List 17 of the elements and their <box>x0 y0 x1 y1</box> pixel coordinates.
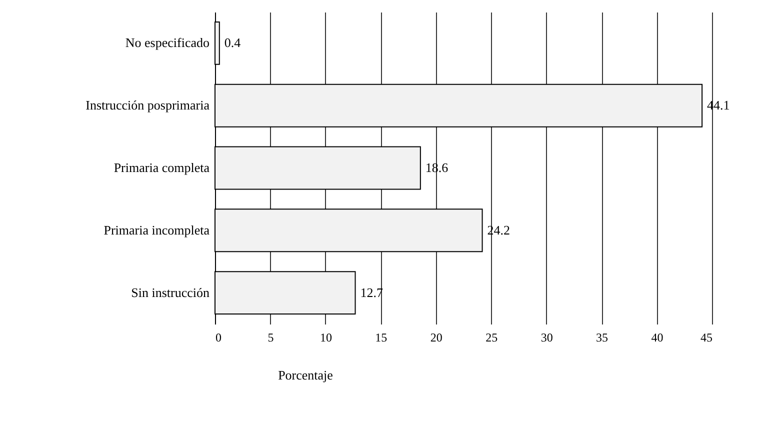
x-tick-label: 45 <box>700 330 712 344</box>
y-tick-label: Primaria incompleta <box>104 222 210 238</box>
x-tick-label: 40 <box>651 330 664 344</box>
y-tick-label: No especificado <box>125 35 210 50</box>
x-tick-label: 25 <box>486 330 498 344</box>
y-tick-label: Sin instrucción <box>131 284 210 300</box>
x-tick-label: 30 <box>540 330 553 344</box>
x-tick-label: 0 <box>216 330 222 344</box>
data-label: 0.4 <box>224 35 242 50</box>
x-tick-label: 10 <box>320 330 332 344</box>
x-tick-label: 5 <box>268 330 274 344</box>
x-tick-label: 20 <box>430 330 442 344</box>
y-tick-label: Primaria completa <box>114 160 210 175</box>
x-tick-label: 15 <box>375 330 388 344</box>
y-tick-label: Instrucción posprimaria <box>86 98 210 113</box>
x-tick-label: 35 <box>596 330 608 344</box>
x-axis-title: Porcentaje <box>278 368 334 382</box>
